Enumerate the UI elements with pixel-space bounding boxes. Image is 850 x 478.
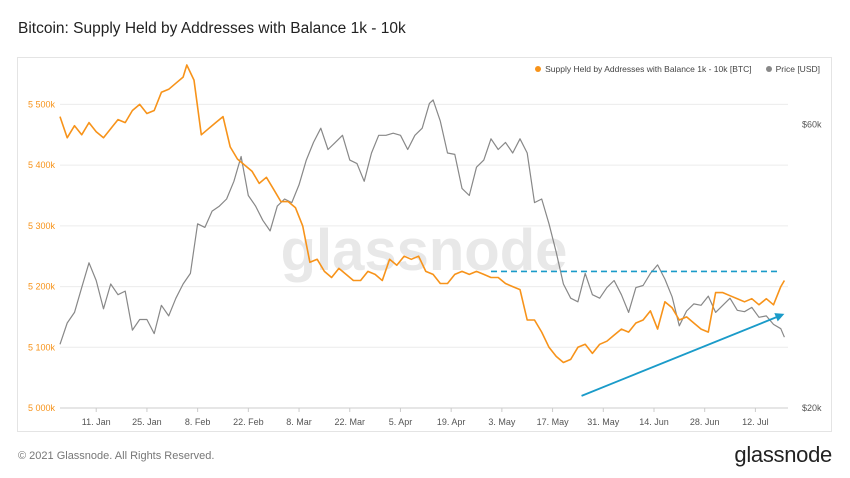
y-left-tick-label: 5 200k — [28, 282, 56, 292]
x-tick-label: 17. May — [537, 417, 570, 427]
y-right-tick-label: $20k — [802, 403, 822, 413]
legend-supply-dot — [535, 66, 542, 72]
x-tick-label: 14. Jun — [639, 417, 669, 427]
x-tick-label: 22. Feb — [233, 417, 264, 427]
price-line — [59, 99, 785, 345]
watermark: glassnode — [281, 218, 568, 283]
x-tick-label: 22. Mar — [334, 417, 365, 427]
x-tick-label: 11. Jan — [82, 417, 111, 427]
legend-price-dot — [765, 66, 772, 72]
legend-item-price[interactable]: Price [USD] — [765, 64, 820, 74]
trend-arrow-head — [774, 313, 785, 322]
y-left-tick-label: 5 100k — [28, 342, 56, 352]
x-tick-label: 5. Apr — [389, 417, 413, 427]
x-tick-label: 12. Jul — [742, 417, 769, 427]
chart-panel: 5 000k 5 100k 5 200k 5 300k 5 400k 5 500k $20k… — [17, 57, 832, 432]
legend-item-supply[interactable]: Supply Held by Addresses with Balance 1k… — [535, 64, 752, 74]
x-tick-label: 3. May — [488, 417, 516, 427]
x-tick-label: 28. Jun — [690, 417, 720, 427]
x-tick-label: 25. Jan — [132, 417, 162, 427]
x-tick-label: 8. Feb — [185, 417, 211, 427]
brand-logo: glassnode — [734, 442, 832, 467]
legend-supply-label: Supply Held by Addresses with Balance 1k… — [545, 64, 752, 74]
chart-legend: Supply Held by Addresses with Balance 1k… — [535, 64, 820, 74]
chart-svg: 5 000k 5 100k 5 200k 5 300k 5 400k 5 500k $20k… — [28, 64, 822, 427]
x-tick-label: 31. May — [587, 417, 620, 427]
chart-title: Bitcoin: Supply Held by Addresses with B… — [18, 20, 406, 37]
y-left-tick-label: 5 000k — [28, 403, 56, 413]
supply-line — [59, 64, 786, 364]
x-tick-label: 8. Mar — [286, 417, 312, 427]
y-left-tick-label: 5 400k — [28, 160, 56, 170]
x-tick-label: 19. Apr — [437, 417, 466, 427]
trend-arrow-line — [581, 315, 779, 397]
copyright-footer: © 2021 Glassnode. All Rights Reserved. — [18, 450, 215, 462]
legend-price-label: Price [USD] — [775, 64, 820, 74]
y-left-tick-label: 5 500k — [28, 99, 56, 109]
y-left-tick-label: 5 300k — [28, 221, 56, 231]
y-right-tick-label: $60k — [802, 120, 822, 130]
